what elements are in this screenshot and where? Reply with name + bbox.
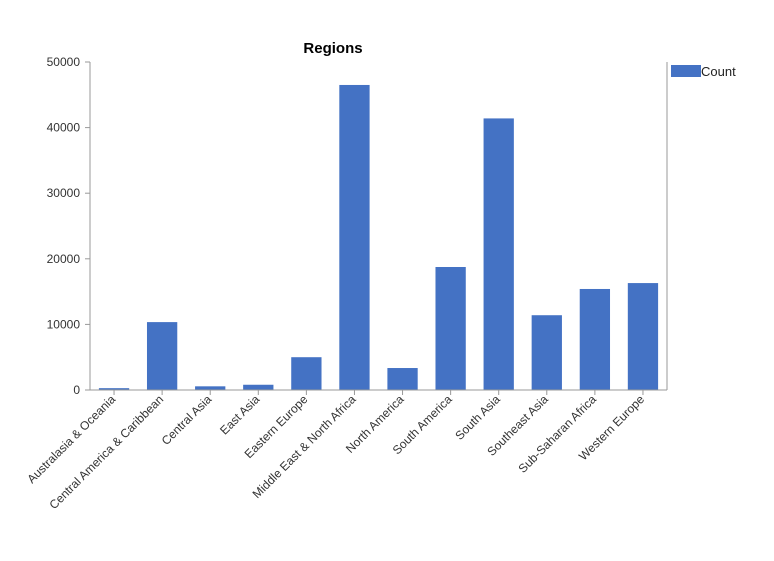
bar-0 bbox=[98, 388, 130, 390]
bar-2 bbox=[195, 386, 226, 390]
bars bbox=[98, 84, 659, 391]
y-tick-label: 30000 bbox=[47, 186, 81, 200]
y-axis: 0 10000 20000 30000 40000 50000 bbox=[47, 55, 668, 397]
bar-5 bbox=[339, 84, 370, 391]
chart-title: Regions bbox=[303, 40, 362, 57]
bar-7 bbox=[435, 267, 466, 390]
bar-9 bbox=[531, 315, 562, 390]
legend: Count bbox=[671, 64, 736, 79]
bar-3 bbox=[243, 384, 274, 390]
x-tick-label: South Asia bbox=[452, 392, 503, 443]
y-tick-label: 50000 bbox=[47, 55, 81, 69]
y-tick-label: 10000 bbox=[47, 317, 81, 331]
y-tick-label: 0 bbox=[73, 383, 80, 397]
bar-10 bbox=[579, 288, 611, 390]
legend-label-count: Count bbox=[701, 64, 736, 79]
bar-4 bbox=[291, 357, 322, 390]
x-tick-label: Central Asia bbox=[159, 392, 215, 448]
bar-1 bbox=[146, 322, 178, 390]
bar-11 bbox=[627, 283, 659, 390]
x-tick-label: East Asia bbox=[217, 392, 263, 438]
x-tick-label: Australasia & Oceania bbox=[24, 392, 118, 486]
y-tick-label: 40000 bbox=[47, 121, 81, 135]
y-tick-label: 20000 bbox=[47, 252, 81, 266]
bar-6 bbox=[387, 368, 418, 390]
legend-swatch-count bbox=[671, 65, 701, 77]
bar-8 bbox=[483, 118, 514, 390]
